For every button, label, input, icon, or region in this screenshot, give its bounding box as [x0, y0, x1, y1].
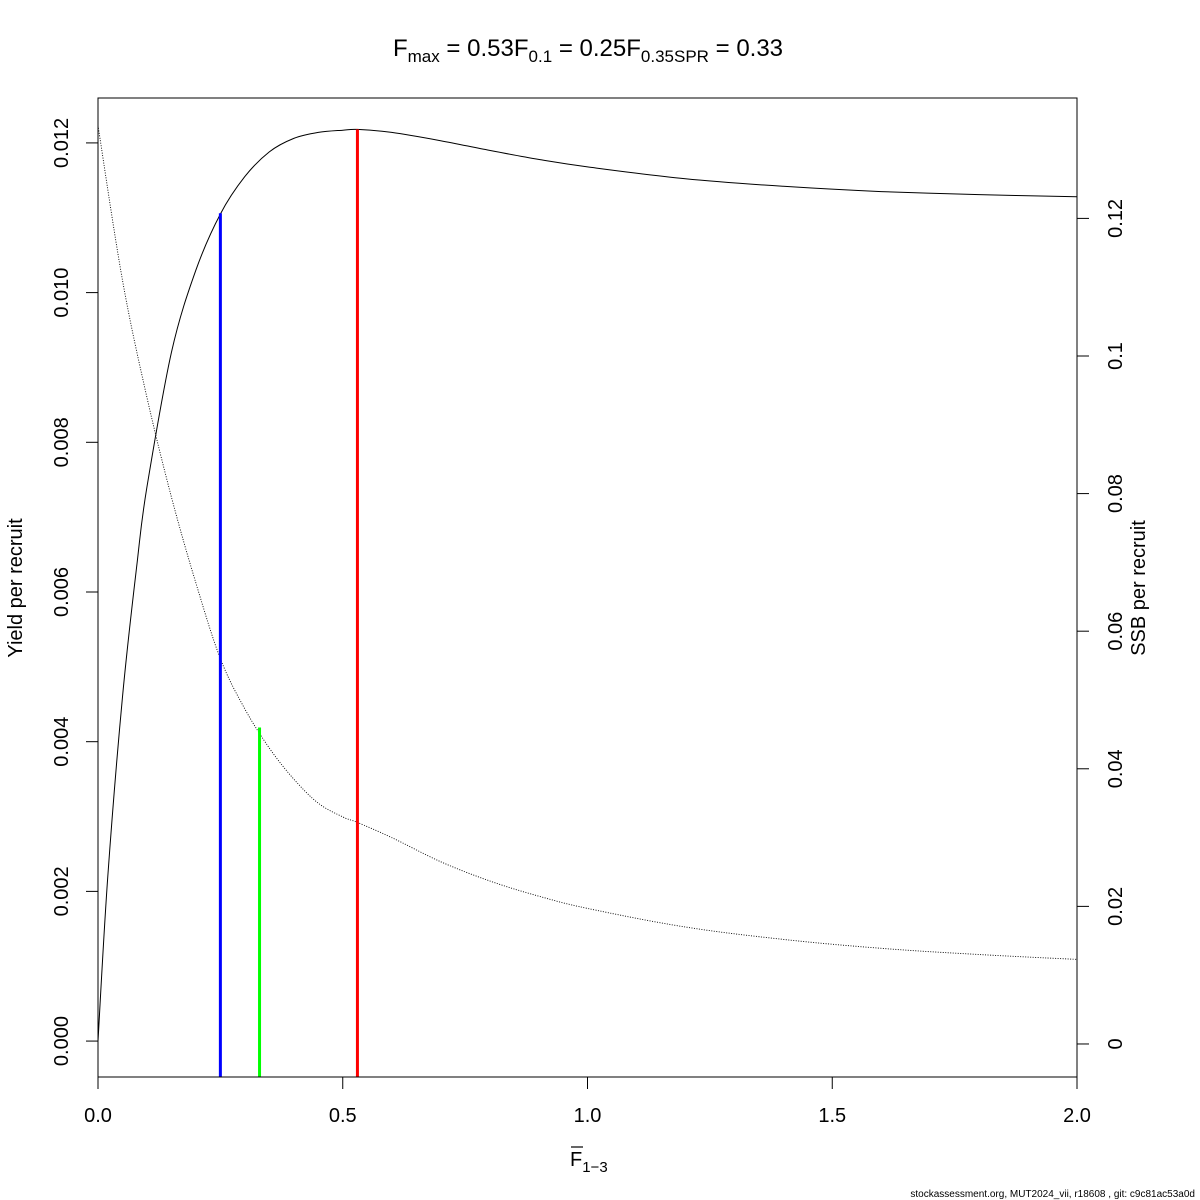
y-right-tick-label: 0.04 [1105, 749, 1127, 788]
reference-lines [218, 129, 359, 1077]
title-part-value-2: 0.33 [736, 35, 783, 62]
y-axis-right: 0 0.02 0.04 0.06 0.08 0.1 0.12 [1077, 199, 1127, 1050]
y-axis-left: 0.000 0.002 0.004 0.006 0.008 0.010 0.012 [51, 118, 98, 1066]
svg-text:F1−3: F1−3 [570, 1149, 608, 1176]
chart-title-text: Fmax = 0.53F0.1 = 0.25F0.35SPR = 0.33 [393, 35, 783, 66]
plot-frame [97, 97, 1078, 1078]
footer-credit: stockassessment.org, MUT2024_vii, r18608… [910, 1189, 1195, 1200]
x-tick-label: 0.0 [84, 1105, 112, 1127]
title-part-eq-2: = [709, 35, 736, 62]
title-part-eq-1: = [552, 35, 579, 62]
title-part-sub-1: 0.1 [529, 47, 553, 66]
y-left-tick-label: 0.000 [51, 1016, 73, 1066]
chart-title: Fmax = 0.53F0.1 = 0.25F0.35SPR = 0.33 [393, 35, 783, 66]
y-left-tick-label: 0.010 [51, 268, 73, 318]
ssb-per-recruit-line [97, 125, 1078, 960]
y-right-tick-label: 0.1 [1105, 342, 1127, 370]
title-part-value-1: 0.25 [580, 35, 627, 62]
series-layer [97, 125, 1078, 1042]
y-left-tick-label: 0.012 [51, 118, 73, 168]
title-part-eq-0: = [440, 35, 467, 62]
title-part-label-1: F [514, 35, 529, 62]
title-part-sub-0: max [408, 47, 441, 66]
x-axis: 0.0 0.5 1.0 1.5 2.0 [84, 1076, 1091, 1127]
x-tick-label: 1.5 [818, 1105, 846, 1127]
y-left-tick-label: 0.002 [51, 866, 73, 916]
y-right-tick-label: 0.08 [1105, 474, 1127, 513]
title-part-sub-2: 0.35SPR [641, 47, 709, 66]
y-axis-right-title: SSB per recruit [1128, 520, 1150, 656]
title-part-value-0: 0.53 [467, 35, 514, 62]
y-right-tick-label: 0.12 [1105, 199, 1127, 238]
y-axis-left-title: Yield per recruit [5, 518, 27, 658]
yield-per-recruit-line [97, 128, 1078, 1042]
x-axis-title-main: F [570, 1149, 582, 1171]
title-part-label-2: F [626, 35, 641, 62]
y-right-tick-label: 0.06 [1105, 612, 1127, 651]
title-part-label-0: F [393, 35, 408, 62]
y-right-tick-label: 0 [1105, 1038, 1127, 1049]
y-right-tick-label: 0.02 [1105, 887, 1127, 926]
x-tick-label: 2.0 [1063, 1105, 1091, 1127]
x-tick-label: 0.5 [329, 1105, 357, 1127]
x-tick-label: 1.0 [574, 1105, 602, 1127]
x-axis-title-sub: 1−3 [582, 1159, 607, 1176]
x-axis-title: F1−3 [570, 1146, 608, 1176]
y-left-tick-label: 0.006 [51, 567, 73, 617]
y-left-tick-label: 0.008 [51, 417, 73, 467]
y-left-tick-label: 0.004 [51, 717, 73, 767]
